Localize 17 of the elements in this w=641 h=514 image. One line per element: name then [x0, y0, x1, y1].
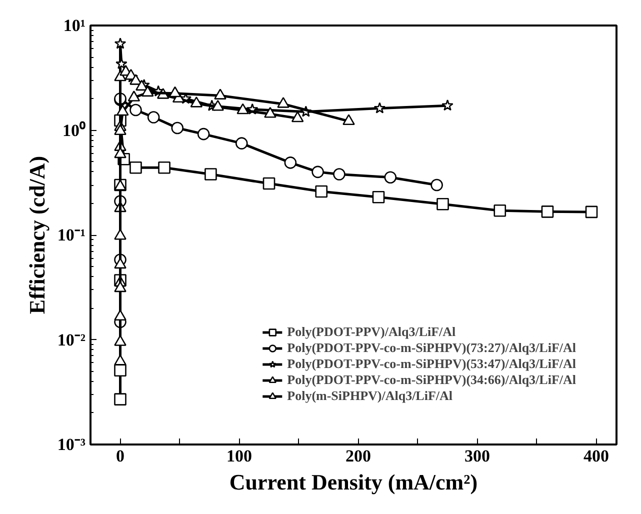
- y-tick-label: 10⁰: [62, 120, 86, 140]
- y-tick-label: 10¹: [63, 16, 86, 35]
- x-tick-label: 100: [226, 446, 252, 466]
- x-tick-label: 200: [346, 446, 372, 466]
- x-axis-title: Current Density (mA/cm²): [229, 470, 478, 494]
- x-tick-label: 300: [464, 446, 490, 466]
- x-tick-label: 0: [116, 446, 124, 466]
- legend-label: Poly(PDOT-PPV-co-m-SiPHPV)(34:66)/Alq3/LiF/Al: [287, 372, 576, 388]
- x-tick-label: 400: [584, 446, 610, 466]
- y-tick-label: 10⁻³: [57, 435, 86, 454]
- legend-label: Poly(m-SiPHPV)/Alq3/LiF/Al: [287, 388, 453, 404]
- y-tick-label: 10⁻²: [57, 330, 86, 350]
- legend-label: Poly(PDOT-PPV)/Alq3/LiF/Al: [287, 324, 456, 340]
- legend-label: Poly(PDOT-PPV-co-m-SiPHPV)(73:27)/Alq3/LiF/Al: [287, 340, 576, 356]
- y-tick-label: 10⁻¹: [57, 226, 86, 244]
- y-axis-title: Efficiency (cd/A): [24, 156, 50, 314]
- legend-label: Poly(PDOT-PPV-co-m-SiPHPV)(53:47)/Alq3/LiF/Al: [287, 356, 576, 372]
